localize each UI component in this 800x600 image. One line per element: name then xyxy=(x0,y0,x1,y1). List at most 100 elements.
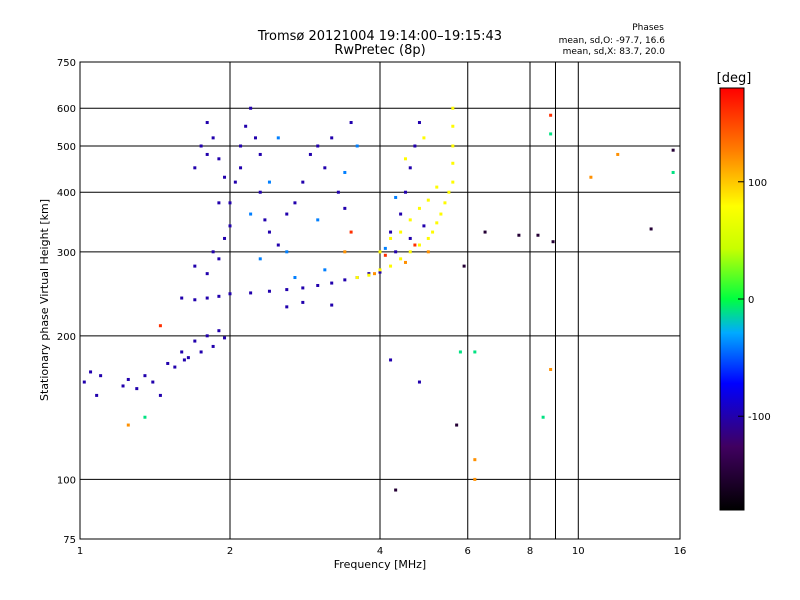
data-point xyxy=(517,233,521,237)
data-point xyxy=(343,170,347,174)
data-point xyxy=(205,152,209,156)
x-tick-label: 6 xyxy=(465,546,471,557)
data-point xyxy=(193,339,197,343)
plot-frame xyxy=(79,61,681,540)
data-point xyxy=(89,370,93,374)
data-point xyxy=(217,329,221,333)
colorbar-label: [deg] xyxy=(717,71,752,86)
data-point xyxy=(394,488,398,492)
data-point xyxy=(199,144,203,148)
data-point xyxy=(166,361,170,365)
data-point xyxy=(244,124,248,128)
data-point xyxy=(182,358,186,362)
data-point xyxy=(316,283,320,287)
data-point xyxy=(293,201,297,205)
data-point xyxy=(228,201,232,205)
data-point xyxy=(355,276,359,280)
data-point xyxy=(389,236,393,240)
data-point xyxy=(408,166,412,170)
data-point xyxy=(228,224,232,228)
y-tick-label: 750 xyxy=(57,58,76,69)
data-point xyxy=(186,356,190,360)
data-point xyxy=(205,334,209,338)
data-point xyxy=(217,201,221,205)
data-point xyxy=(135,387,139,391)
data-point xyxy=(426,198,430,202)
data-point xyxy=(193,298,197,302)
data-point xyxy=(323,268,327,272)
data-point xyxy=(151,380,155,384)
data-point xyxy=(408,250,412,254)
data-point xyxy=(193,264,197,268)
y-tick-label: 500 xyxy=(57,142,76,153)
data-point xyxy=(549,132,553,136)
data-point xyxy=(435,221,439,225)
data-point xyxy=(408,218,412,222)
data-point xyxy=(417,380,421,384)
legend-line2: mean, sd,X: 83.7, 20.0 xyxy=(563,47,666,57)
data-point xyxy=(143,374,147,378)
data-point xyxy=(403,260,407,264)
data-point xyxy=(217,257,221,261)
data-point xyxy=(413,144,417,148)
data-point xyxy=(95,393,99,397)
data-point xyxy=(223,236,227,240)
data-point xyxy=(431,230,435,234)
data-point xyxy=(285,288,289,292)
data-point xyxy=(408,236,412,240)
data-point xyxy=(249,291,253,295)
data-point xyxy=(473,458,477,462)
colorbar-tick-label: 0 xyxy=(748,295,754,306)
data-point xyxy=(267,289,271,293)
x-axis-label: Frequency [MHz] xyxy=(334,558,426,571)
data-point xyxy=(285,212,289,216)
data-point xyxy=(367,272,371,276)
data-point xyxy=(217,157,221,161)
data-point xyxy=(349,230,353,234)
data-point xyxy=(403,157,407,161)
data-point xyxy=(422,224,426,228)
colorbar-tick-label: -100 xyxy=(748,412,771,423)
axis-ticks: 1 2 4 6 8 10 16 75 100 200 300 400 500 600 750 xyxy=(57,58,686,557)
x-tick-label: 2 xyxy=(227,546,233,557)
x-tick-label: 10 xyxy=(572,546,585,557)
data-point xyxy=(223,336,227,340)
data-point xyxy=(483,230,487,234)
data-point xyxy=(267,230,271,234)
data-point xyxy=(473,350,477,354)
data-point xyxy=(443,201,447,205)
data-point xyxy=(239,166,243,170)
data-point xyxy=(422,136,426,140)
legend-title: Phases xyxy=(632,23,664,33)
data-point xyxy=(399,212,403,216)
data-point xyxy=(378,268,382,272)
data-point xyxy=(426,250,430,254)
x-tick-label: 1 xyxy=(77,546,83,557)
chart-title-line1: Tromsø 20121004 19:14:00–19:15:43 xyxy=(257,29,502,44)
data-point xyxy=(616,152,620,156)
chart-title-line2: RwPretec (8p) xyxy=(334,43,425,58)
y-tick-label: 200 xyxy=(57,332,76,343)
data-point xyxy=(462,264,466,268)
data-point xyxy=(451,161,455,165)
data-point xyxy=(99,374,103,378)
data-point xyxy=(263,218,267,222)
data-point xyxy=(211,136,215,140)
data-point xyxy=(301,180,305,184)
data-point xyxy=(253,136,257,140)
data-point xyxy=(158,393,162,397)
data-point xyxy=(551,240,555,244)
data-point xyxy=(413,243,417,247)
data-points xyxy=(82,106,675,492)
data-point xyxy=(301,300,305,304)
data-point xyxy=(316,144,320,148)
data-point xyxy=(389,264,393,268)
data-point xyxy=(349,121,353,125)
data-point xyxy=(383,246,387,250)
data-point xyxy=(417,121,421,125)
data-point xyxy=(205,296,209,300)
data-point xyxy=(536,233,540,237)
data-point xyxy=(323,166,327,170)
x-tick-label: 8 xyxy=(527,546,533,557)
data-point xyxy=(228,292,232,296)
